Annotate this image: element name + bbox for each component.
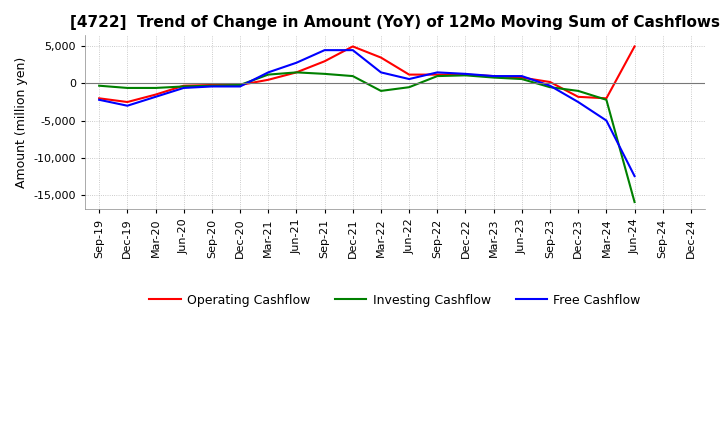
Operating Cashflow — [123, 99, 132, 105]
Investing Cashflow — [433, 73, 441, 79]
Operating Cashflow — [377, 55, 385, 60]
Operating Cashflow — [320, 59, 329, 64]
Free Cashflow — [518, 73, 526, 79]
Investing Cashflow — [151, 85, 160, 91]
Operating Cashflow — [490, 73, 498, 79]
Line: Free Cashflow: Free Cashflow — [99, 50, 634, 176]
Investing Cashflow — [602, 97, 611, 103]
Free Cashflow — [490, 73, 498, 79]
Free Cashflow — [123, 103, 132, 108]
Investing Cashflow — [348, 73, 357, 79]
Operating Cashflow — [630, 44, 639, 49]
Free Cashflow — [462, 71, 470, 77]
Line: Investing Cashflow: Investing Cashflow — [99, 73, 634, 202]
Operating Cashflow — [405, 72, 413, 77]
Free Cashflow — [151, 94, 160, 99]
Investing Cashflow — [123, 85, 132, 91]
Operating Cashflow — [602, 95, 611, 101]
Investing Cashflow — [574, 88, 582, 94]
Free Cashflow — [377, 70, 385, 75]
Title: [4722]  Trend of Change in Amount (YoY) of 12Mo Moving Sum of Cashflows: [4722] Trend of Change in Amount (YoY) o… — [70, 15, 720, 30]
Free Cashflow — [433, 70, 441, 75]
Free Cashflow — [292, 60, 301, 66]
Investing Cashflow — [490, 75, 498, 80]
Investing Cashflow — [462, 73, 470, 78]
Operating Cashflow — [95, 95, 104, 101]
Free Cashflow — [630, 173, 639, 179]
Investing Cashflow — [405, 84, 413, 90]
Operating Cashflow — [574, 94, 582, 99]
Free Cashflow — [95, 97, 104, 103]
Operating Cashflow — [348, 44, 357, 49]
Y-axis label: Amount (million yen): Amount (million yen) — [15, 57, 28, 188]
Operating Cashflow — [292, 70, 301, 75]
Investing Cashflow — [95, 83, 104, 88]
Free Cashflow — [348, 48, 357, 53]
Investing Cashflow — [292, 70, 301, 75]
Free Cashflow — [320, 48, 329, 53]
Investing Cashflow — [546, 84, 554, 90]
Free Cashflow — [405, 77, 413, 82]
Operating Cashflow — [433, 72, 441, 77]
Free Cashflow — [207, 84, 216, 89]
Operating Cashflow — [264, 77, 273, 82]
Investing Cashflow — [320, 71, 329, 77]
Operating Cashflow — [179, 83, 188, 88]
Line: Operating Cashflow: Operating Cashflow — [99, 47, 634, 102]
Free Cashflow — [264, 70, 273, 75]
Free Cashflow — [574, 99, 582, 105]
Free Cashflow — [235, 84, 244, 89]
Free Cashflow — [179, 85, 188, 91]
Free Cashflow — [602, 118, 611, 123]
Investing Cashflow — [377, 88, 385, 94]
Legend: Operating Cashflow, Investing Cashflow, Free Cashflow: Operating Cashflow, Investing Cashflow, … — [144, 289, 646, 312]
Investing Cashflow — [235, 82, 244, 88]
Operating Cashflow — [235, 82, 244, 88]
Investing Cashflow — [179, 84, 188, 89]
Investing Cashflow — [630, 199, 639, 205]
Operating Cashflow — [207, 82, 216, 88]
Investing Cashflow — [518, 77, 526, 82]
Operating Cashflow — [518, 75, 526, 80]
Operating Cashflow — [546, 79, 554, 84]
Investing Cashflow — [207, 83, 216, 88]
Investing Cashflow — [264, 72, 273, 77]
Operating Cashflow — [462, 72, 470, 77]
Free Cashflow — [546, 83, 554, 88]
Operating Cashflow — [151, 92, 160, 97]
